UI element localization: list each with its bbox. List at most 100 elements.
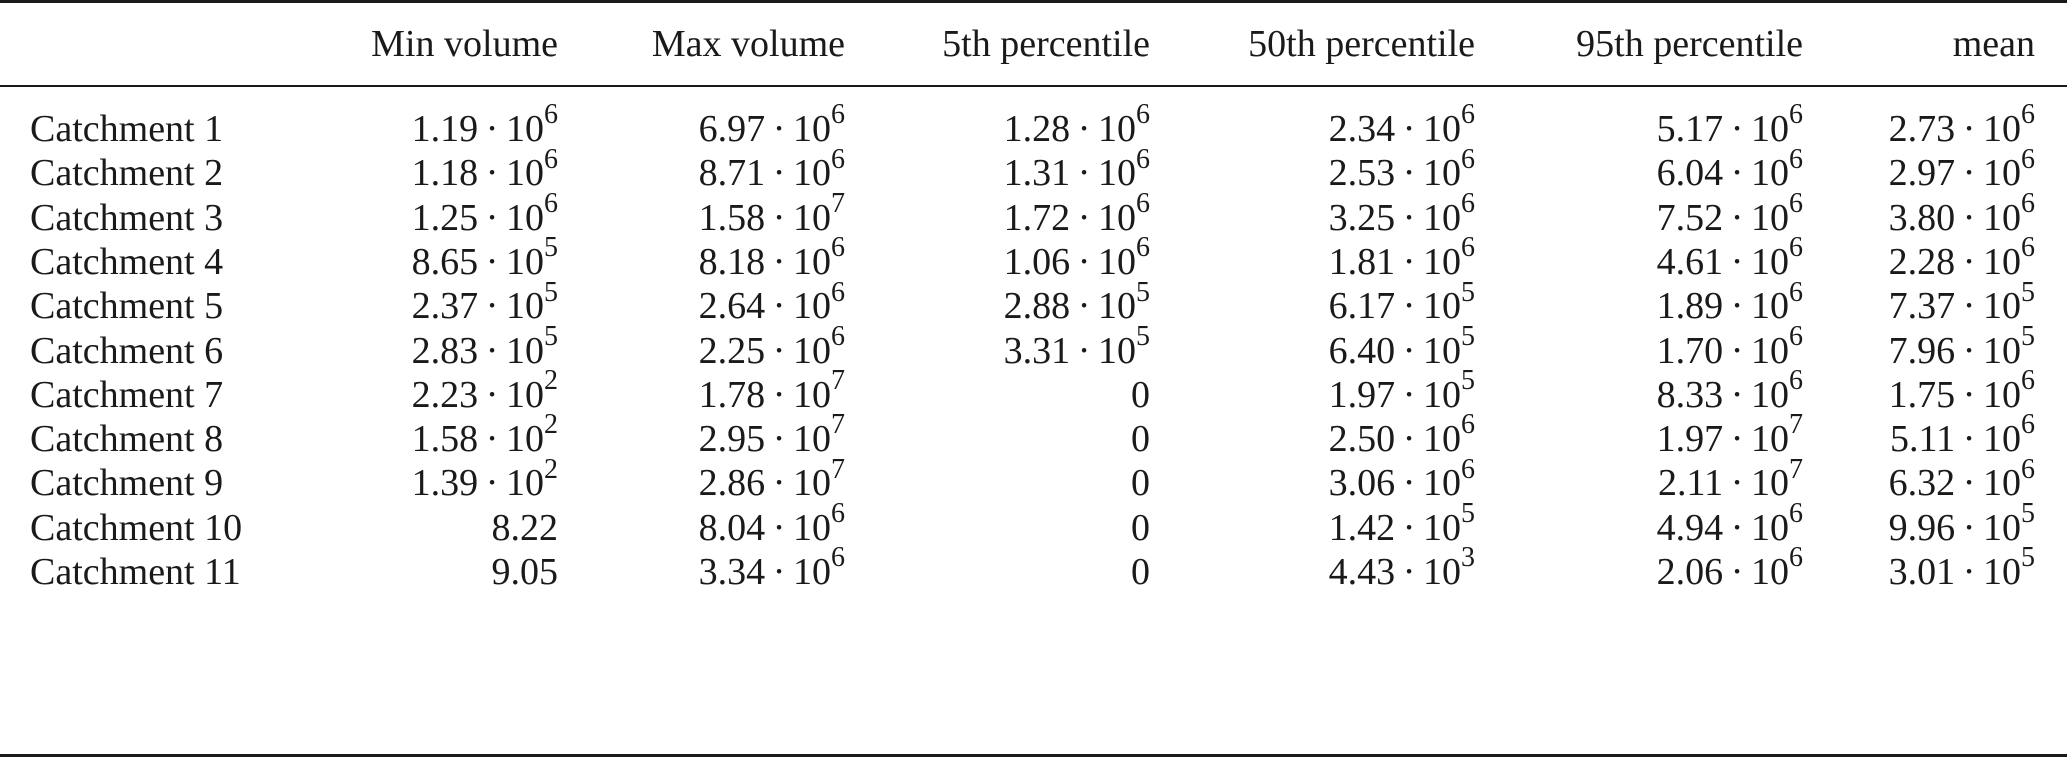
cell-max-volume: 1.58 · 107 xyxy=(699,189,845,247)
times-ten-symbol: · 10 xyxy=(765,462,831,505)
cell-mantissa: 6.97 xyxy=(698,108,766,150)
cell-exponent: 6 xyxy=(2021,232,2035,264)
times-ten-symbol: · 10 xyxy=(478,462,544,505)
cell-mantissa: 7.96 xyxy=(1888,329,1956,372)
cell-max-volume: 8.18 · 106 xyxy=(699,233,845,291)
times-ten-symbol: · 10 xyxy=(1395,240,1461,283)
column-header-50th-percentile: 50th percentile xyxy=(1248,23,1475,65)
times-ten-symbol: · 10 xyxy=(1723,285,1789,328)
cell-exponent: 6 xyxy=(831,276,845,308)
times-ten-symbol: · 10 xyxy=(478,196,544,239)
cell-mean: 6.32 · 106 xyxy=(1889,454,2035,512)
cell-mantissa: 2.28 xyxy=(1888,240,1956,283)
times-ten-symbol: · 10 xyxy=(1955,240,2021,283)
cell-min-volume: 1.58 · 102 xyxy=(412,410,558,468)
cell-95th-percentile: 4.61 · 106 xyxy=(1657,233,1803,291)
cell-mantissa: 3.34 xyxy=(698,551,766,593)
cell-exponent: 6 xyxy=(831,320,845,352)
cell-max-volume: 8.04 · 106 xyxy=(699,499,845,557)
times-ten-symbol: · 10 xyxy=(1070,285,1136,328)
cell-exponent: 6 xyxy=(1789,143,1803,175)
row-label: Catchment 1 xyxy=(30,108,224,150)
times-ten-symbol: · 10 xyxy=(1395,108,1461,150)
times-ten-symbol: · 10 xyxy=(1723,551,1789,593)
cell-mean: 5.11 · 106 xyxy=(1890,410,2035,468)
cell-exponent: 7 xyxy=(831,453,845,485)
cell-exponent: 5 xyxy=(2021,276,2035,308)
cell-mantissa: 2.53 xyxy=(1328,152,1396,195)
cell-exponent: 2 xyxy=(544,409,558,441)
cell-max-volume: 1.78 · 107 xyxy=(699,366,845,424)
cell-min-volume: 2.37 · 105 xyxy=(412,277,558,335)
cell-exponent: 6 xyxy=(2021,365,2035,397)
times-ten-symbol: · 10 xyxy=(1723,108,1789,150)
times-ten-symbol: · 10 xyxy=(1395,418,1461,461)
cell-exponent: 5 xyxy=(2021,542,2035,574)
cell-exponent: 5 xyxy=(544,232,558,264)
cell-mantissa: 1.70 xyxy=(1656,329,1724,372)
cell-95th-percentile: 6.04 · 106 xyxy=(1657,144,1803,202)
times-ten-symbol: · 10 xyxy=(1955,108,2021,150)
row-label: Catchment 3 xyxy=(30,196,224,239)
cell-5th-percentile: 0 xyxy=(1131,366,1150,424)
cell-5th-percentile: 1.06 · 106 xyxy=(1004,233,1150,291)
cell-exponent: 6 xyxy=(544,143,558,175)
times-ten-symbol: · 10 xyxy=(765,506,831,549)
cell-exponent: 5 xyxy=(1461,365,1475,397)
cell-mean: 2.73 · 106 xyxy=(1889,100,2035,158)
cell-mantissa: 1.97 xyxy=(1328,373,1396,416)
cell-exponent: 6 xyxy=(1461,453,1475,485)
cell-5th-percentile: 1.72 · 106 xyxy=(1004,189,1150,247)
cell-95th-percentile: 1.89 · 106 xyxy=(1657,277,1803,335)
cell-exponent: 5 xyxy=(1461,320,1475,352)
times-ten-symbol: · 10 xyxy=(1955,329,2021,372)
cell-exponent: 6 xyxy=(1789,276,1803,308)
table-header-row: Min volume Max volume 5th percentile 50t… xyxy=(0,4,2067,84)
cell-5th-percentile: 3.31 · 105 xyxy=(1004,322,1150,380)
cell-max-volume: 2.95 · 107 xyxy=(699,410,845,468)
cell-95th-percentile: 5.17 · 106 xyxy=(1657,100,1803,158)
cell-mantissa: 2.23 xyxy=(411,373,479,416)
table-row: Catchment 10 8.22 8.04 · 106 0 1.42 · 105 4.9… xyxy=(0,499,2067,557)
cell-mantissa: 2.86 xyxy=(698,462,766,505)
cell-95th-percentile: 2.11 · 107 xyxy=(1658,454,1803,512)
times-ten-symbol: · 10 xyxy=(1395,462,1461,505)
cell-mean: 3.01 · 105 xyxy=(1889,543,2035,601)
cell-mantissa: 7.37 xyxy=(1888,285,1956,328)
cell-exponent: 3 xyxy=(1461,542,1475,574)
cell-exponent: 7 xyxy=(831,187,845,219)
cell-exponent: 5 xyxy=(1136,276,1150,308)
times-ten-symbol: · 10 xyxy=(478,373,544,416)
cell-mantissa: 1.89 xyxy=(1656,285,1724,328)
cell-exponent: 6 xyxy=(1789,232,1803,264)
cell-min-volume: 8.65 · 105 xyxy=(412,233,558,291)
cell-95th-percentile: 1.70 · 106 xyxy=(1657,322,1803,380)
cell-exponent: 6 xyxy=(831,542,845,574)
cell-mantissa: 1.81 xyxy=(1328,240,1396,283)
times-ten-symbol: · 10 xyxy=(765,108,831,150)
cell-exponent: 5 xyxy=(1461,498,1475,530)
cell-5th-percentile: 2.88 · 105 xyxy=(1004,277,1150,335)
times-ten-symbol: · 10 xyxy=(1723,462,1789,505)
row-label: Catchment 2 xyxy=(30,152,224,195)
cell-mantissa: 2.50 xyxy=(1328,418,1396,461)
cell-mantissa: 1.19 xyxy=(411,108,479,150)
cell-mantissa: 6.04 xyxy=(1656,152,1724,195)
cell-exponent: 6 xyxy=(1789,365,1803,397)
cell-mantissa: 2.95 xyxy=(698,418,766,461)
times-ten-symbol: · 10 xyxy=(765,373,831,416)
cell-50th-percentile: 3.25 · 106 xyxy=(1329,189,1475,247)
times-ten-symbol: · 10 xyxy=(1395,506,1461,549)
cell-mantissa: 1.25 xyxy=(411,196,479,239)
cell-exponent: 6 xyxy=(1789,320,1803,352)
cell-50th-percentile: 2.34 · 106 xyxy=(1329,100,1475,158)
cell-mantissa: 1.72 xyxy=(1003,196,1071,239)
cell-mantissa: 0 xyxy=(1131,418,1150,461)
cell-max-volume: 2.64 · 106 xyxy=(699,277,845,335)
times-ten-symbol: · 10 xyxy=(1723,240,1789,283)
times-ten-symbol: · 10 xyxy=(1395,373,1461,416)
cell-exponent: 7 xyxy=(831,409,845,441)
cell-exponent: 6 xyxy=(1461,187,1475,219)
cell-exponent: 5 xyxy=(544,320,558,352)
cell-exponent: 6 xyxy=(544,187,558,219)
